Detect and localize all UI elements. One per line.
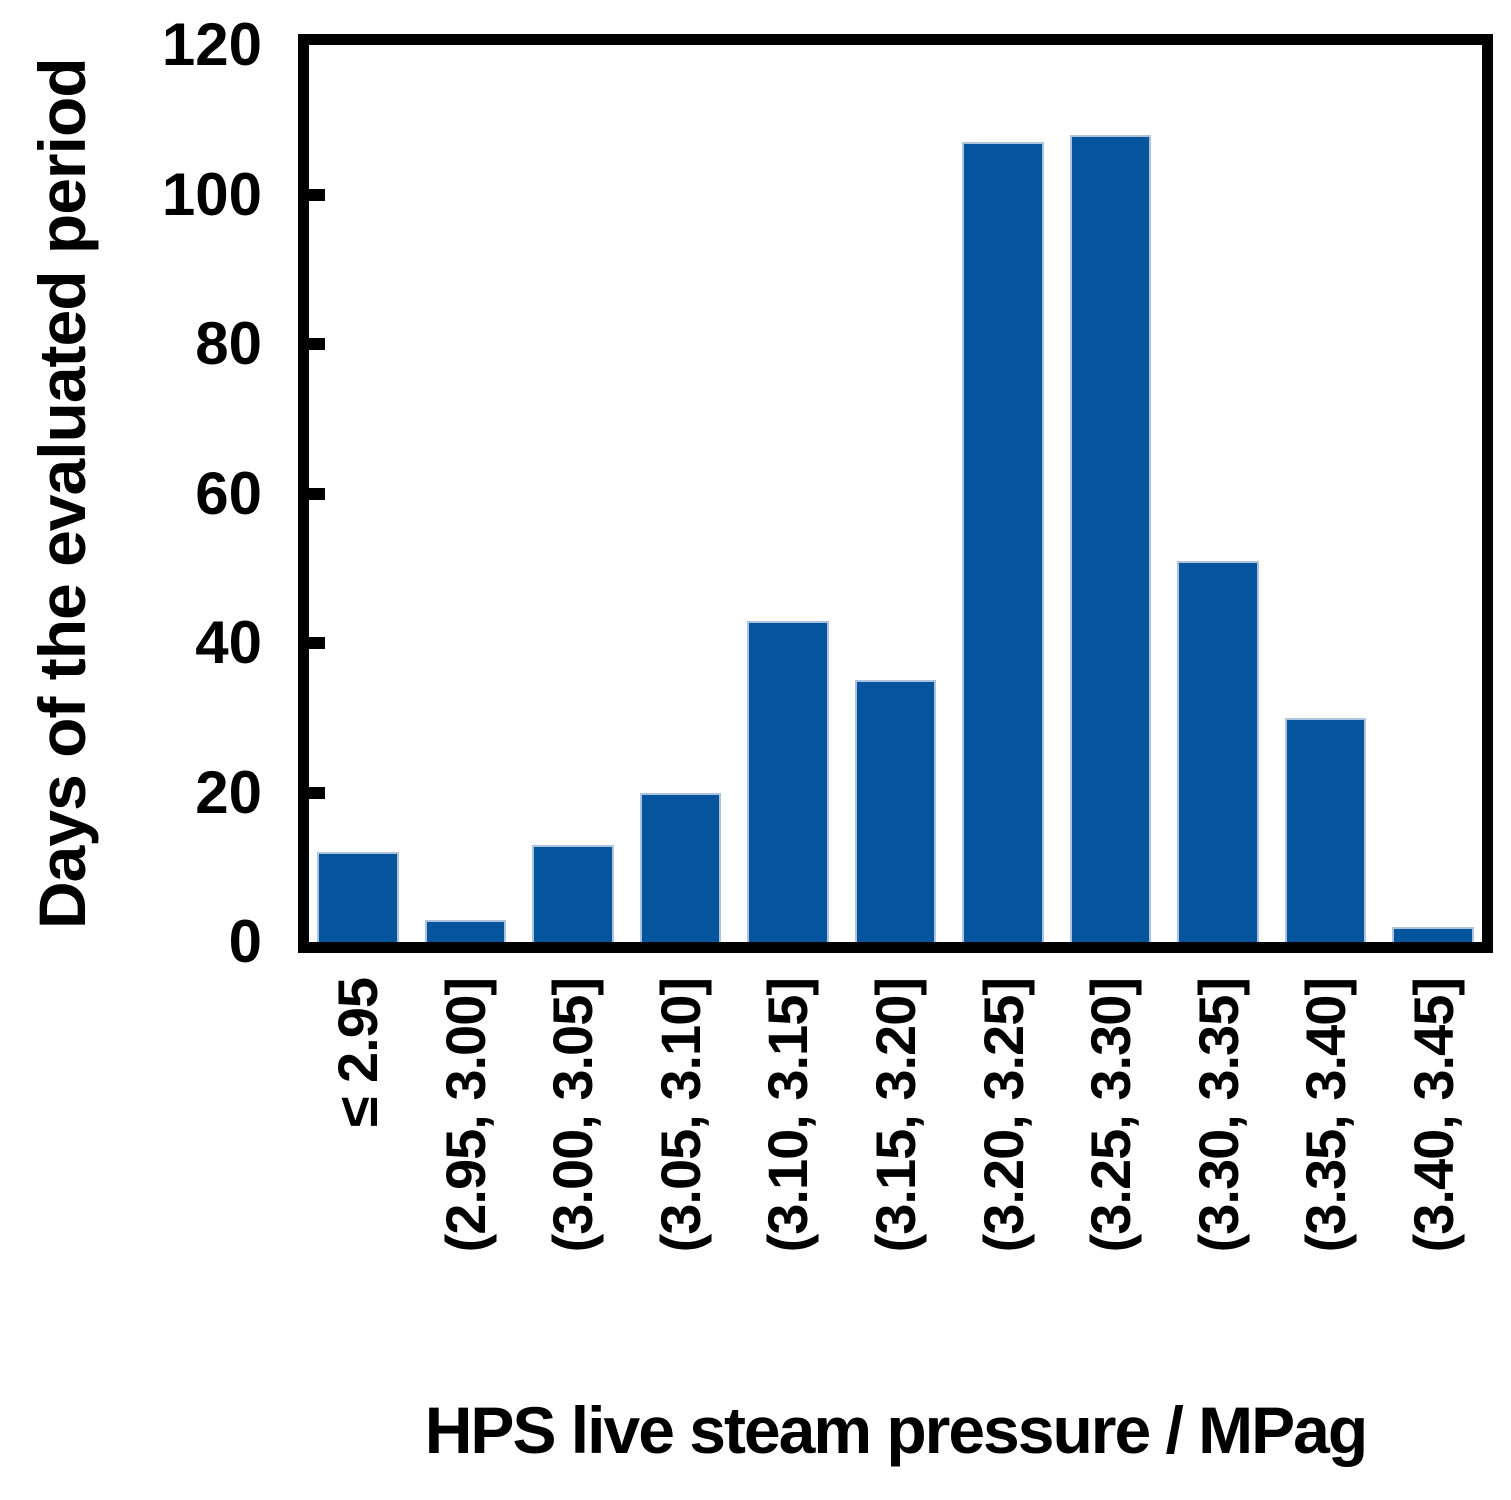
x-axis-title: HPS live steam pressure / MPag [424, 1393, 1368, 1467]
x-tick-label: (3.30, 3.35] [1186, 978, 1250, 1253]
y-tick-label: 20 [195, 758, 262, 826]
plot-area [309, 45, 1482, 942]
x-tick-label: (3.35, 3.40] [1294, 978, 1358, 1253]
y-tick-mark [309, 487, 325, 500]
y-tick-label: 40 [195, 609, 262, 676]
x-tick-label: (2.95, 3.00] [433, 978, 497, 1253]
y-tick-mark [309, 188, 325, 201]
x-tick-label: (3.10, 3.15] [756, 978, 820, 1253]
x-tick-label: (3.00, 3.05] [541, 978, 605, 1253]
x-label-slot: (3.20, 3.25] [962, 978, 1044, 1378]
y-tick-label: 60 [195, 459, 262, 527]
bar-6 [854, 680, 937, 942]
y-tick-mark [309, 637, 325, 649]
x-tick-label: (3.15, 3.20] [864, 978, 927, 1253]
y-tick-mark [309, 786, 325, 799]
bar-9 [1177, 560, 1259, 942]
x-label-slot: (3.10, 3.15] [747, 978, 829, 1378]
x-label-slot: ≤ 2.95 [317, 978, 399, 1378]
y-tick-mark [309, 338, 325, 350]
bar-1 [317, 852, 399, 942]
bar-4 [639, 792, 722, 942]
x-tick-label: (3.05, 3.10] [648, 978, 712, 1253]
x-label-slot: (3.35, 3.40] [1285, 978, 1367, 1378]
x-label-slot: (3.40, 3.45] [1392, 978, 1474, 1378]
bar-5 [747, 620, 829, 942]
y-tick-label: 120 [161, 11, 262, 78]
x-axis-tick-labels: ≤ 2.95 (2.95, 3.00] (3.00, 3.05] (3.05, 3.1… [309, 978, 1482, 1378]
x-tick-label: (3.40, 3.45] [1401, 978, 1465, 1253]
bar-3 [532, 844, 614, 942]
bar-11 [1392, 927, 1475, 942]
x-label-slot: (3.30, 3.35] [1177, 978, 1259, 1378]
bar-8 [1069, 134, 1152, 942]
y-tick-label: 100 [161, 160, 262, 228]
x-tick-label: ≤ 2.95 [326, 978, 390, 1128]
bar-2 [424, 919, 507, 942]
y-tick-label: 0 [228, 908, 262, 975]
x-label-slot: (3.15, 3.20] [855, 978, 937, 1378]
x-label-slot: (3.00, 3.05] [532, 978, 614, 1378]
x-tick-label: (3.20, 3.25] [971, 978, 1035, 1253]
x-label-slot: (2.95, 3.00] [425, 978, 507, 1378]
bar-10 [1284, 717, 1367, 942]
plot-area-frame [298, 34, 1493, 953]
y-tick-label: 80 [195, 310, 262, 377]
x-label-slot: (3.25, 3.30] [1070, 978, 1152, 1378]
x-tick-label: (3.25, 3.30] [1079, 978, 1143, 1253]
x-label-slot: (3.05, 3.10] [640, 978, 722, 1378]
bar-7 [962, 142, 1044, 942]
